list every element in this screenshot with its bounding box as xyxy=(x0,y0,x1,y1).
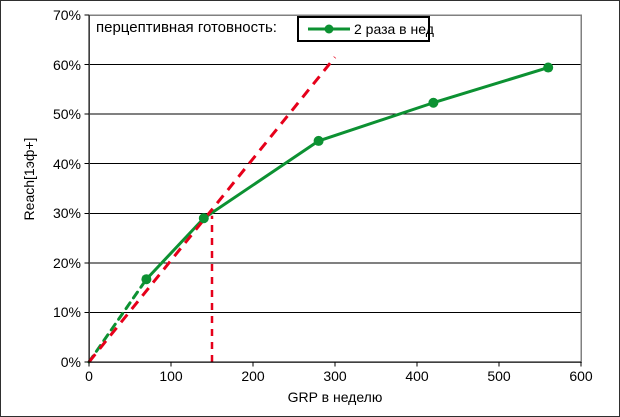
x-tick-label: 100 xyxy=(159,368,183,384)
reach-curve-line xyxy=(144,66,550,281)
y-tick-label: 0% xyxy=(60,354,81,370)
x-tick-label: 500 xyxy=(487,368,511,384)
y-tick-label: 20% xyxy=(52,254,81,271)
y-tick-label: 60% xyxy=(52,56,81,73)
reach-curve-dashed-segment xyxy=(87,277,148,364)
data-point-marker xyxy=(428,97,439,108)
legend-line-sample xyxy=(308,24,350,34)
data-point-marker xyxy=(543,62,554,73)
x-tick-label: 600 xyxy=(569,368,593,384)
y-axis-title: Reach[1эф+] xyxy=(21,137,37,221)
data-point-marker xyxy=(313,135,324,146)
y-tick-label: 70% xyxy=(52,7,81,23)
x-tick-label: 300 xyxy=(323,368,347,384)
y-tick-label: 30% xyxy=(52,205,81,222)
data-point-marker xyxy=(141,274,152,285)
legend-header: перцептивная готовность: xyxy=(96,19,277,36)
legend-sample-marker-icon xyxy=(324,24,334,34)
x-axis-title: GRP в неделю xyxy=(287,389,383,405)
x-tick-label: 400 xyxy=(405,368,429,384)
data-point-marker xyxy=(198,213,209,224)
x-tick-label: 0 xyxy=(85,368,93,384)
y-tick-label: 50% xyxy=(52,106,81,123)
y-tick-label: 40% xyxy=(52,155,81,172)
reference-dashed-line xyxy=(87,56,337,363)
y-tick-label: 10% xyxy=(52,304,81,321)
plot-border xyxy=(88,14,582,363)
x-tick-label: 200 xyxy=(241,368,265,384)
legend-entry-label: 2 раза в нед xyxy=(354,21,434,37)
legend: 2 раза в нед xyxy=(297,16,434,42)
